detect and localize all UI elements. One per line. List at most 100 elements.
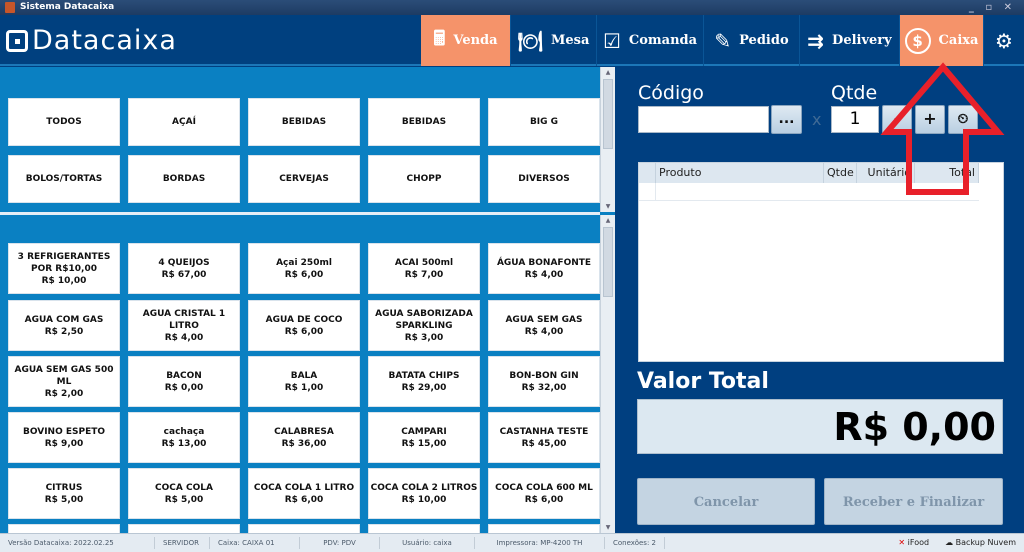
nav-caixa[interactable]: $ Caixa <box>900 15 984 66</box>
category-label: AÇAÍ <box>172 117 196 127</box>
product-scrollbar[interactable]: ▲ ▼ <box>600 215 615 533</box>
product-button[interactable]: AGUA SABORIZADA SPARKLING R$ 3,00 <box>368 300 480 351</box>
category-button[interactable]: CHOPP <box>368 155 480 203</box>
product-button[interactable]: Açai 250ml R$ 6,00 <box>248 243 360 294</box>
product-button[interactable]: 3 REFRIGERANTES POR R$10,00 R$ 10,00 <box>8 243 120 294</box>
product-button[interactable]: BALA R$ 1,00 <box>248 356 360 407</box>
product-button[interactable]: BON-BON GIN R$ 32,00 <box>488 356 600 407</box>
product-button[interactable]: AGUA SEM GAS 500 ML R$ 2,00 <box>8 356 120 407</box>
times-sign: x <box>812 110 822 129</box>
product-price: R$ 36,00 <box>281 438 327 449</box>
qtde-label: Qtde <box>831 82 878 104</box>
product-button[interactable]: COCA COLA R$ 5,00 <box>128 468 240 519</box>
scroll-thumb[interactable] <box>603 227 613 297</box>
product-button[interactable]: BATATA CHIPS R$ 29,00 <box>368 356 480 407</box>
product-button[interactable]: COCA COLA 600 ML R$ 6,00 <box>488 468 600 519</box>
ifood-label: iFood <box>907 538 930 547</box>
status-server: SERVIDOR <box>155 537 210 549</box>
product-button[interactable]: CITRUS R$ 5,00 <box>8 468 120 519</box>
product-button[interactable]: AGUA DE COCO R$ 6,00 <box>248 300 360 351</box>
qtde-input[interactable]: 1 <box>831 106 879 133</box>
status-connections: Conexões: 2 <box>605 537 665 549</box>
product-price: R$ 6,00 <box>524 494 564 505</box>
scale-button[interactable]: ⏲ <box>948 105 978 134</box>
product-name: CITRUS <box>45 482 83 493</box>
product-button[interactable]: BACON R$ 0,00 <box>128 356 240 407</box>
category-button[interactable]: BEBIDAS <box>248 98 360 146</box>
product-button[interactable]: CAMPARI R$ 15,00 <box>368 412 480 463</box>
nav-pedido[interactable]: ✎ Pedido <box>704 15 800 66</box>
delivery-box-icon: ⇉ <box>807 28 825 53</box>
col-unitario[interactable]: Unitário <box>857 163 915 183</box>
sale-panel: Código ... x Qtde 1 - + ⏲ Produto Qtde U… <box>615 67 1024 533</box>
product-button[interactable]: AGUA CRISTAL 1 LITRO R$ 4,00 <box>128 300 240 351</box>
category-scrollbar[interactable]: ▲ ▼ <box>600 67 615 212</box>
scroll-down-icon[interactable]: ▼ <box>605 524 611 531</box>
scroll-up-icon[interactable]: ▲ <box>605 69 611 76</box>
product-button[interactable]: ÁGUA BONAFONTE R$ 4,00 <box>488 243 600 294</box>
ifood-status[interactable]: ✕ iFood <box>890 537 937 549</box>
category-button[interactable]: AÇAÍ <box>128 98 240 146</box>
scroll-down-icon[interactable]: ▼ <box>605 203 611 210</box>
items-table[interactable]: Produto Qtde Unitário Total <box>638 162 1004 362</box>
table-row[interactable] <box>639 183 979 201</box>
product-button[interactable]: AGUA COM GAS R$ 2,50 <box>8 300 120 351</box>
product-price: R$ 7,00 <box>404 269 444 280</box>
product-price: R$ 15,00 <box>401 438 447 449</box>
product-price: R$ 2,00 <box>44 388 84 399</box>
category-button[interactable]: CERVEJAS <box>248 155 360 203</box>
category-label: CHOPP <box>406 174 442 184</box>
category-button[interactable]: BOLOS/TORTAS <box>8 155 120 203</box>
category-button[interactable]: DIVERSOS <box>488 155 600 203</box>
product-name: ÁGUA BONAFONTE <box>496 257 592 268</box>
product-button[interactable]: COCA COLA 2 LITROS R$ 10,00 <box>368 468 480 519</box>
cloud-icon: ☁ <box>945 538 954 547</box>
cancel-button[interactable]: Cancelar <box>637 478 815 525</box>
product-price: R$ 5,00 <box>44 494 84 505</box>
product-price: R$ 10,00 <box>41 275 87 286</box>
backup-status[interactable]: ☁ Backup Nuvem <box>937 537 1024 549</box>
decrease-button[interactable]: - <box>882 105 912 134</box>
row-indicator-header <box>639 163 656 183</box>
nav-mesa[interactable]: 🍽 Mesa <box>511 15 597 66</box>
product-button[interactable]: 4 QUEIJOS R$ 67,00 <box>128 243 240 294</box>
product-name: Açai 250ml <box>276 257 332 268</box>
nav-delivery[interactable]: ⇉ Delivery <box>800 15 900 66</box>
col-produto[interactable]: Produto <box>656 163 824 183</box>
category-button[interactable]: BEBIDAS <box>368 98 480 146</box>
category-button[interactable]: BORDAS <box>128 155 240 203</box>
product-button[interactable]: COCA COLA 1 LITRO R$ 6,00 <box>248 468 360 519</box>
divider <box>0 212 600 215</box>
product-button[interactable]: CASTANHA TESTE R$ 45,00 <box>488 412 600 463</box>
status-version: Versão Datacaixa: 2022.02.25 <box>0 537 155 549</box>
col-total[interactable]: Total <box>915 163 979 183</box>
product-button[interactable]: cachaça R$ 13,00 <box>128 412 240 463</box>
scroll-thumb[interactable] <box>603 79 613 149</box>
product-button[interactable]: AGUA SEM GAS R$ 4,00 <box>488 300 600 351</box>
product-name: BATATA CHIPS <box>388 370 460 381</box>
increase-button[interactable]: + <box>915 105 945 134</box>
product-price: R$ 0,00 <box>164 382 204 393</box>
product-button[interactable]: CALABRESA R$ 36,00 <box>248 412 360 463</box>
codigo-input[interactable] <box>638 106 769 133</box>
scroll-up-icon[interactable]: ▲ <box>605 217 611 224</box>
nav-comanda[interactable]: ☑ Comanda <box>597 15 704 66</box>
product-button[interactable]: ACAI 500ml R$ 7,00 <box>368 243 480 294</box>
window-controls[interactable]: _ ▫ ✕ <box>968 2 1016 13</box>
browse-button[interactable]: ... <box>771 105 802 134</box>
settings-button[interactable]: ⚙ <box>984 15 1024 66</box>
nav-venda[interactable]: 🖩 Venda <box>421 15 511 66</box>
status-printer: Impressora: MP-4200 TH <box>475 537 605 549</box>
dollar-circle-icon: $ <box>904 27 931 54</box>
product-button[interactable]: BOVINO ESPETO R$ 9,00 <box>8 412 120 463</box>
col-qtde[interactable]: Qtde <box>824 163 857 183</box>
category-button[interactable]: TODOS <box>8 98 120 146</box>
product-price: R$ 1,00 <box>284 382 324 393</box>
product-price: R$ 3,00 <box>404 332 444 343</box>
finish-button[interactable]: Receber e Finalizar <box>824 478 1003 525</box>
product-name: COCA COLA 1 LITRO <box>253 482 355 493</box>
product-name: ACAI 500ml <box>394 257 454 268</box>
category-button[interactable]: BIG G <box>488 98 600 146</box>
product-price: R$ 32,00 <box>521 382 567 393</box>
logo-text: Datacaixa <box>32 25 177 56</box>
